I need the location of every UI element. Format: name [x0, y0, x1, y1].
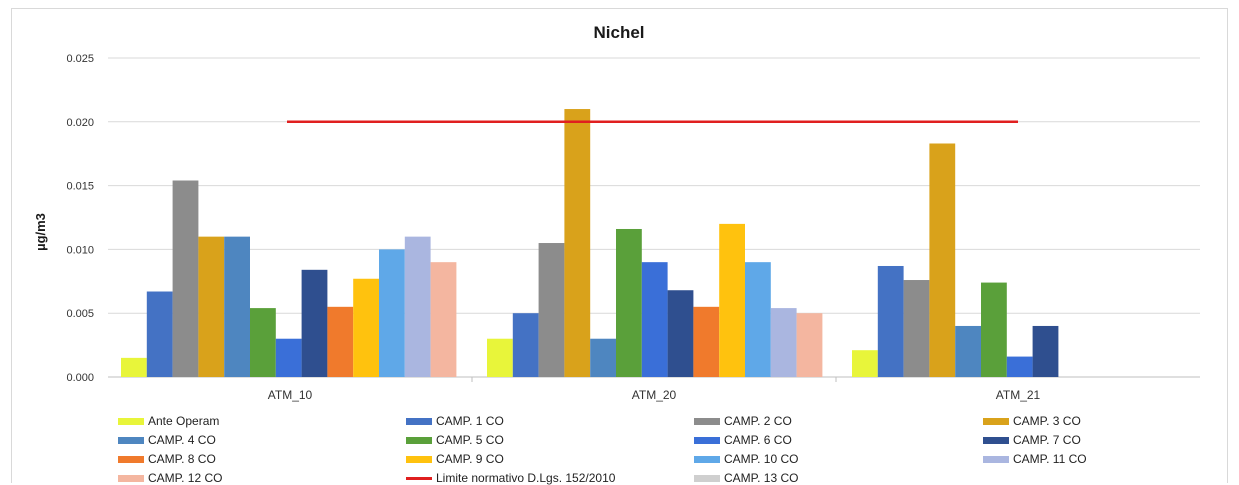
legend-label: CAMP. 1 CO	[436, 414, 504, 428]
legend-label: CAMP. 6 CO	[724, 433, 792, 447]
y-tick-label: 0.020	[66, 117, 94, 129]
legend-swatch	[406, 477, 432, 480]
legend-swatch	[694, 456, 720, 463]
y-tick-label: 0.000	[66, 372, 94, 384]
legend-swatch	[983, 437, 1009, 444]
bar	[302, 270, 328, 377]
bar	[904, 280, 930, 377]
legend-swatch	[694, 437, 720, 444]
bars	[121, 109, 1058, 377]
bar	[173, 180, 199, 377]
bar	[487, 339, 513, 377]
bar	[771, 308, 797, 377]
legend-swatch	[406, 437, 432, 444]
legend-swatch	[694, 475, 720, 482]
legend-item: CAMP. 9 CO	[406, 452, 504, 466]
bar	[564, 109, 590, 377]
y-tick-label: 0.025	[66, 53, 94, 65]
legend-label: CAMP. 4 CO	[148, 433, 216, 447]
bar	[797, 313, 823, 377]
bar	[539, 243, 565, 377]
legend-item: CAMP. 6 CO	[694, 433, 792, 447]
bar	[878, 266, 904, 377]
bar	[379, 249, 405, 377]
legend-label: CAMP. 9 CO	[436, 452, 504, 466]
legend-item: CAMP. 5 CO	[406, 433, 504, 447]
bar	[719, 224, 745, 377]
legend-swatch	[406, 418, 432, 425]
x-tick-label: ATM_10	[268, 388, 313, 402]
legend-item: CAMP. 4 CO	[118, 433, 216, 447]
bar	[405, 237, 431, 377]
legend-label: CAMP. 10 CO	[724, 452, 798, 466]
bar	[693, 307, 719, 377]
bar	[929, 143, 955, 377]
legend-swatch	[406, 456, 432, 463]
legend-item: Ante Operam	[118, 414, 219, 428]
legend-label: CAMP. 8 CO	[148, 452, 216, 466]
y-tick-label: 0.015	[66, 181, 94, 193]
bar	[224, 237, 250, 377]
bar	[327, 307, 353, 377]
legend-label: CAMP. 11 CO	[1013, 452, 1087, 466]
bar	[981, 283, 1007, 377]
bar	[147, 292, 173, 377]
legend-item: CAMP. 8 CO	[118, 452, 216, 466]
legend-label: CAMP. 2 CO	[724, 414, 792, 428]
bar	[642, 262, 668, 377]
bar	[745, 262, 771, 377]
legend-item: CAMP. 7 CO	[983, 433, 1081, 447]
legend-swatch	[118, 475, 144, 482]
bar	[616, 229, 642, 377]
legend-label: CAMP. 7 CO	[1013, 433, 1081, 447]
legend-item: CAMP. 3 CO	[983, 414, 1081, 428]
y-tick-label: 0.005	[66, 308, 94, 320]
bar	[250, 308, 276, 377]
bar	[955, 326, 981, 377]
x-axis-ticks: ATM_10 ATM_20 ATM_21	[268, 377, 1041, 402]
bar	[431, 262, 457, 377]
chart-title: Nichel	[593, 23, 644, 42]
y-axis-ticks: 0.000 0.005 0.010 0.015 0.020 0.025	[66, 53, 94, 384]
bar	[852, 350, 878, 377]
legend-swatch	[118, 437, 144, 444]
bar	[513, 313, 539, 377]
legend-swatch	[118, 456, 144, 463]
legend-item: CAMP. 11 CO	[983, 452, 1087, 466]
legend-item: CAMP. 2 CO	[694, 414, 792, 428]
bar	[1007, 357, 1033, 377]
legend-label: Ante Operam	[148, 414, 219, 428]
bar	[668, 290, 694, 377]
legend-swatch	[118, 418, 144, 425]
legend-item: CAMP. 1 CO	[406, 414, 504, 428]
bar	[353, 279, 379, 377]
bar	[198, 237, 224, 377]
legend-label: CAMP. 5 CO	[436, 433, 504, 447]
legend-swatch	[983, 456, 1009, 463]
bar	[121, 358, 147, 377]
legend-item: CAMP. 10 CO	[694, 452, 798, 466]
y-tick-label: 0.010	[66, 244, 94, 256]
bar	[1033, 326, 1059, 377]
legend-label: CAMP. 3 CO	[1013, 414, 1081, 428]
legend-swatch	[694, 418, 720, 425]
bar	[276, 339, 302, 377]
legend-swatch	[983, 418, 1009, 425]
x-tick-label: ATM_20	[632, 388, 677, 402]
bar	[590, 339, 616, 377]
x-tick-label: ATM_21	[996, 388, 1041, 402]
y-axis-label: µg/m3	[33, 213, 48, 251]
